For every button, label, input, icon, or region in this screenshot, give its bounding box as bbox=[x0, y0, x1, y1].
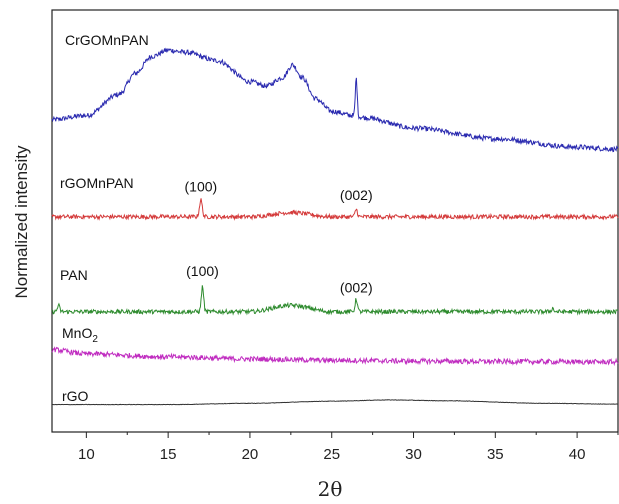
peak-annotation: (002) bbox=[340, 187, 373, 203]
x-tick-label: 30 bbox=[405, 446, 422, 463]
x-tick-label: 15 bbox=[160, 446, 177, 463]
y-axis-label: Normalized intensity bbox=[12, 145, 31, 299]
peak-annotation: (002) bbox=[340, 280, 373, 296]
x-axis-label: 2θ bbox=[318, 477, 343, 501]
x-tick-label: 35 bbox=[487, 446, 504, 463]
series-label-CrGOMnPAN: CrGOMnPAN bbox=[65, 32, 149, 48]
series-label-PAN: PAN bbox=[60, 267, 88, 283]
x-tick-label: 25 bbox=[323, 446, 340, 463]
series-label-rGO: rGO bbox=[62, 388, 89, 404]
plot-frame bbox=[51, 9, 619, 433]
peak-annotation: (100) bbox=[185, 178, 218, 194]
series-line-PAN bbox=[51, 285, 619, 316]
series-label-MnO2: MnO2 bbox=[62, 325, 98, 345]
series-line-rGOMnPAN bbox=[51, 198, 619, 221]
peak-annotation: (100) bbox=[186, 263, 219, 279]
series-line-CrGOMnPAN bbox=[51, 47, 619, 153]
series-line-MnO2 bbox=[51, 346, 619, 367]
x-tick-label: 20 bbox=[242, 446, 259, 463]
series-label-rGOMnPAN: rGOMnPAN bbox=[60, 175, 134, 191]
x-tick-label: 10 bbox=[78, 446, 95, 463]
x-tick-label: 40 bbox=[569, 446, 586, 463]
series-line-rGO bbox=[51, 399, 619, 406]
